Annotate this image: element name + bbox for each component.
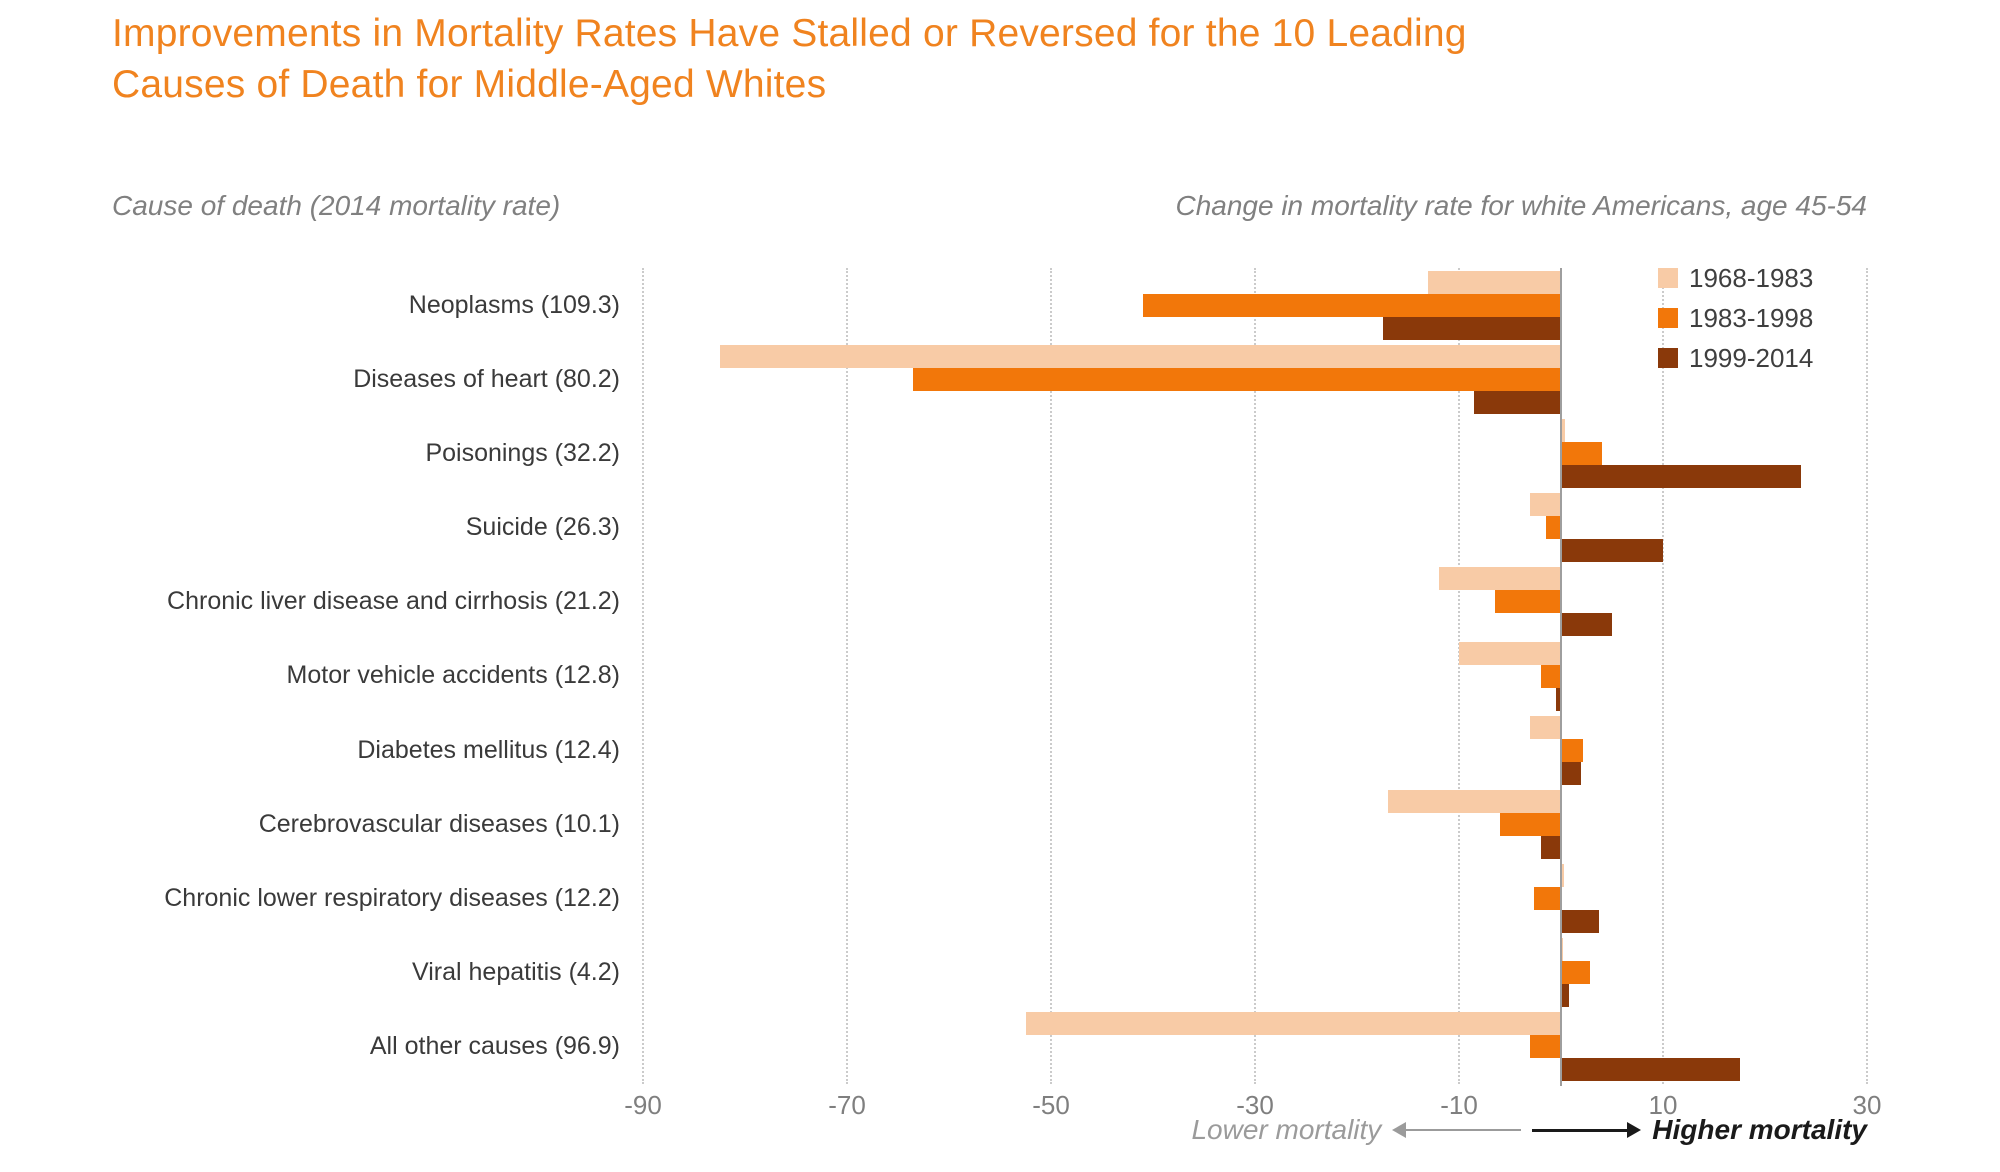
bar-1983-1998-row-4	[1494, 590, 1561, 614]
direction-annotation: Lower mortality Higher mortality	[1191, 1108, 1867, 1152]
bar-1983-1998-row-1	[913, 367, 1561, 391]
x-tick-label-30: 30	[1852, 1090, 1882, 1120]
legend-item-1968-1983: 1968-1983	[1658, 258, 1813, 298]
bar-1968-1983-row-9	[1561, 938, 1564, 962]
category-label-4: Chronic liver disease and cirrhosis (21.…	[167, 587, 620, 616]
higher-mortality-label: Higher mortality	[1652, 1114, 1867, 1145]
gridline--30	[1254, 268, 1256, 1084]
category-labels: Neoplasms (109.3) Diseases of heart (80.2…	[70, 268, 620, 1084]
left-arrow-icon	[1392, 1122, 1522, 1138]
category-label-1: Diseases of heart (80.2)	[353, 364, 620, 393]
x-tick-label--10: -10	[1440, 1090, 1478, 1120]
legend: 1968-1983 1983-1998 1999-2014	[1658, 258, 1813, 378]
bar-1999-2014-row-1	[1474, 390, 1561, 414]
gridline--90	[642, 268, 644, 1084]
bar-1983-1998-row-7	[1499, 812, 1561, 836]
bar-1968-1983-row-2	[1561, 418, 1566, 442]
left-arrowhead-icon	[1392, 1122, 1407, 1138]
category-label-8: Chronic lower respiratory diseases (12.2…	[164, 884, 620, 913]
y-axis-title: Cause of death (2014 mortality rate)	[112, 190, 561, 221]
bar-1983-1998-row-10	[1530, 1035, 1561, 1059]
bar-1983-1998-row-6	[1561, 738, 1584, 762]
gridline--50	[1050, 268, 1052, 1084]
bar-1968-1983-row-8	[1561, 864, 1565, 888]
lower-mortality-label: Lower mortality	[1191, 1114, 1382, 1145]
x-tick-label--90: -90	[624, 1090, 662, 1120]
bar-1983-1998-row-8	[1534, 887, 1561, 911]
legend-label-1968-1983: 1968-1983	[1689, 262, 1814, 293]
bar-1968-1983-row-3	[1530, 493, 1561, 517]
right-arrow-shaft	[1532, 1128, 1628, 1132]
gridline-30	[1866, 268, 1868, 1084]
bar-1999-2014-row-10	[1561, 1058, 1740, 1082]
legend-item-1999-2014: 1999-2014	[1658, 338, 1813, 378]
bar-1999-2014-row-6	[1561, 761, 1582, 785]
legend-swatch-1968-1983	[1658, 268, 1678, 288]
chart-title: Improvements in Mortality Rates Have Sta…	[112, 12, 1467, 107]
right-arrow-icon	[1532, 1122, 1642, 1138]
bar-1999-2014-row-9	[1561, 984, 1570, 1008]
bar-1999-2014-row-7	[1540, 835, 1561, 859]
category-label-7: Cerebrovascular diseases (10.1)	[258, 809, 620, 838]
category-label-5: Motor vehicle accidents (12.8)	[286, 661, 620, 690]
bar-1999-2014-row-2	[1561, 464, 1801, 488]
bar-1999-2014-row-8	[1561, 910, 1599, 934]
bar-1983-1998-row-9	[1561, 961, 1590, 985]
legend-swatch-1983-1998	[1658, 308, 1678, 328]
legend-swatch-1999-2014	[1658, 348, 1678, 368]
gridline--10	[1458, 268, 1460, 1084]
bar-1983-1998-row-0	[1142, 293, 1561, 317]
bar-1999-2014-row-0	[1382, 316, 1561, 340]
plot-area	[642, 268, 1868, 1086]
bar-1968-1983-row-1	[719, 344, 1561, 368]
category-label-6: Diabetes mellitus (12.4)	[357, 735, 620, 764]
x-tick-label--50: -50	[1032, 1090, 1070, 1120]
x-tick-label--70: -70	[828, 1090, 866, 1120]
bar-1983-1998-row-5	[1540, 664, 1561, 688]
bar-1983-1998-row-3	[1545, 516, 1561, 540]
category-label-10: All other causes (96.9)	[369, 1032, 620, 1061]
left-arrow-shaft	[1406, 1129, 1522, 1131]
bar-1968-1983-row-7	[1387, 789, 1561, 813]
category-label-2: Poisonings (32.2)	[425, 438, 620, 467]
bar-1968-1983-row-5	[1459, 641, 1561, 665]
x-axis-title: Change in mortality rate for white Ameri…	[1175, 190, 1867, 221]
bar-1968-1983-row-0	[1428, 270, 1561, 294]
category-label-3: Suicide (26.3)	[465, 513, 620, 542]
legend-item-1983-1998: 1983-1998	[1658, 298, 1813, 338]
category-label-0: Neoplasms (109.3)	[408, 290, 620, 319]
bar-1999-2014-row-4	[1561, 613, 1612, 637]
bar-1968-1983-row-6	[1530, 715, 1561, 739]
category-label-9: Viral hepatitis (4.2)	[412, 958, 620, 987]
gridline--70	[846, 268, 848, 1084]
bar-1968-1983-row-10	[1025, 1012, 1561, 1036]
bar-1983-1998-row-2	[1561, 441, 1602, 465]
legend-label-1983-1998: 1983-1998	[1689, 302, 1814, 333]
gridline-10	[1662, 268, 1664, 1084]
bar-1999-2014-row-5	[1555, 687, 1561, 711]
bar-1999-2014-row-3	[1561, 539, 1663, 563]
x-tick-label-10: 10	[1648, 1090, 1678, 1120]
x-axis: -90 -70 -50 -30 -10 10 30	[624, 1084, 1881, 1124]
right-arrowhead-icon	[1627, 1122, 1642, 1138]
legend-label-1999-2014: 1999-2014	[1689, 342, 1814, 373]
bar-1968-1983-row-4	[1438, 567, 1561, 591]
zero-axis-line	[1560, 268, 1562, 1086]
x-tick-label--30: -30	[1236, 1090, 1274, 1120]
